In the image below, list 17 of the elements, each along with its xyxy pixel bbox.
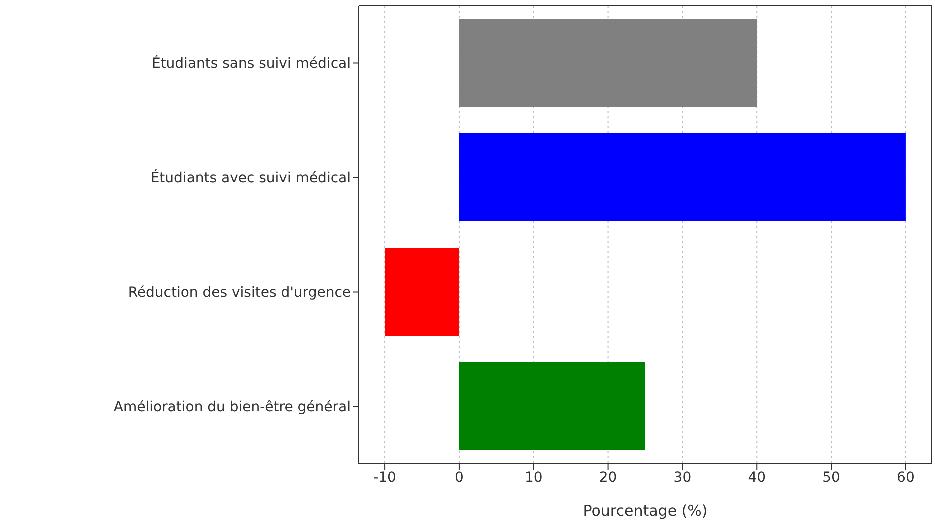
x-tick-label: 30 [674, 470, 692, 486]
y-tick-label: Amélioration du bien-être général [114, 400, 351, 416]
y-tick-label: Étudiants avec suivi médical [150, 170, 351, 187]
x-tick-label: 10 [524, 470, 543, 486]
x-tick-label: 40 [748, 470, 766, 486]
bar [459, 134, 906, 222]
x-tick-label: 0 [455, 470, 464, 486]
bar [459, 19, 758, 107]
y-tick-label: Étudiants sans suivi médical [152, 55, 351, 72]
x-tick-label: 20 [599, 470, 618, 486]
x-tick-label: 60 [897, 470, 915, 486]
x-axis-title: Pourcentage (%) [583, 502, 708, 520]
bar [385, 248, 460, 336]
bar [459, 362, 646, 450]
y-tick-label: Réduction des visites d'urgence [128, 285, 351, 302]
x-tick-label: -10 [374, 470, 396, 486]
x-tick-label: 50 [822, 470, 840, 486]
